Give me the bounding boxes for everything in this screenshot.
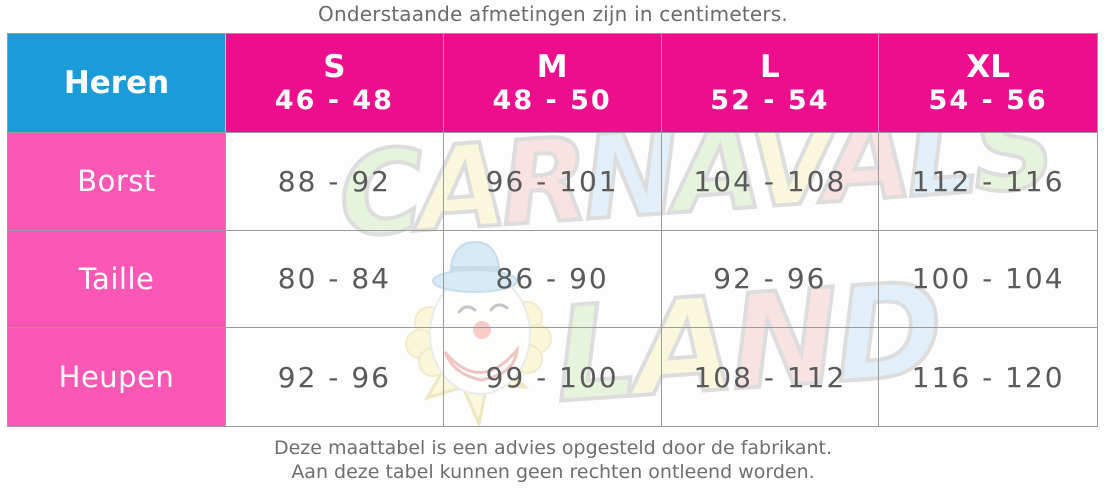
column-header-s: S 46 - 48	[226, 34, 444, 133]
row-label-borst: Borst	[8, 133, 226, 231]
cell-heupen-xl: 116 - 120	[911, 360, 1065, 394]
column-header-m: M 48 - 50	[443, 34, 662, 133]
cell-taille-s: 80 - 84	[226, 230, 444, 329]
cell-taille-m: 86 - 90	[443, 230, 662, 329]
size-range: 48 - 50	[492, 85, 612, 117]
size-range: 52 - 54	[710, 85, 830, 117]
footer-note-line-2: Aan deze tabel kunnen geen rechten ontle…	[291, 461, 815, 483]
size-letter: XL	[966, 48, 1010, 85]
cell-taille-l: 92 - 96	[661, 230, 880, 329]
size-range: 46 - 48	[274, 85, 394, 117]
size-range: 54 - 56	[928, 85, 1048, 117]
corner-cell-heren: Heren	[8, 34, 226, 133]
column-header-l: L 52 - 54	[661, 34, 880, 133]
size-letter: S	[323, 48, 346, 85]
size-letter: M	[536, 48, 568, 85]
cell-heupen-s: 92 - 96	[226, 328, 444, 426]
cell-borst-xl: 112 - 116	[879, 133, 1097, 231]
cell-heupen-m: 99 - 100	[444, 328, 662, 426]
page-title: Onderstaande afmetingen zijn in centimet…	[318, 2, 788, 26]
row-label-taille: Taille	[8, 230, 226, 329]
cell-heupen-l: 108 - 112	[662, 328, 880, 426]
row-label-heupen: Heupen	[8, 328, 226, 426]
cell-borst-m: 96 - 101	[443, 133, 662, 231]
size-letter: L	[759, 48, 780, 85]
column-header-xl: XL 54 - 56	[879, 34, 1097, 133]
size-grid: Heren S 46 - 48 M 48 - 50 L 52 - 54 XL 5…	[7, 33, 1098, 427]
footer-note-line-1: Deze maattabel is een advies opgesteld d…	[273, 437, 833, 459]
cell-borst-s: 88 - 92	[226, 133, 444, 231]
cell-taille-xl: 100 - 104	[879, 231, 1097, 329]
cell-borst-l: 104 - 108	[661, 133, 880, 231]
size-table: CARNAVALS LAND Heren S 46 - 48 M 48	[7, 33, 1098, 427]
